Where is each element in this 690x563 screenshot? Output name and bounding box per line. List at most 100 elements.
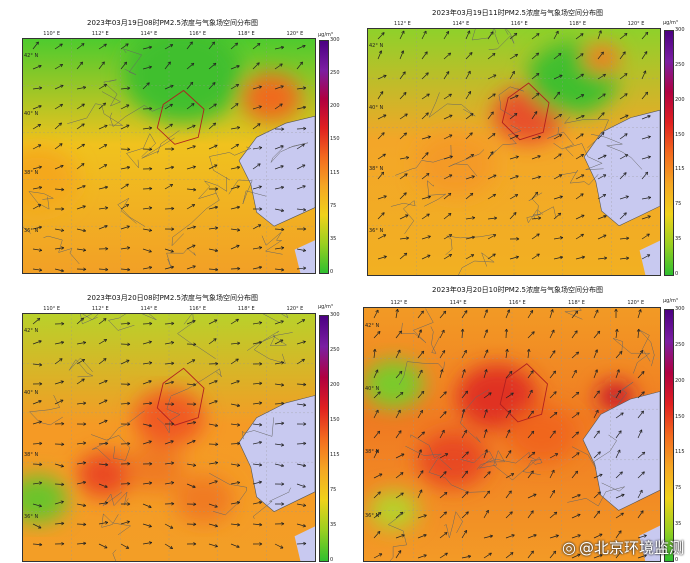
concentration-field xyxy=(368,29,660,275)
longitude-label: 114° E xyxy=(141,31,158,37)
pm25-map xyxy=(22,38,316,274)
latitude-label: 40° N xyxy=(24,111,38,117)
concentration-field xyxy=(23,314,315,561)
longitude-label: 114° E xyxy=(141,306,158,312)
watermark: ◎@北京环境监测 xyxy=(562,537,684,558)
colorbar xyxy=(319,315,329,562)
colorbar-tick-label: 150 xyxy=(330,417,340,423)
colorbar-tick-label: 150 xyxy=(675,132,685,138)
latitude-label: 38° N xyxy=(24,170,38,176)
longitude-label: 112° E xyxy=(92,31,109,37)
pm25-map xyxy=(367,28,661,276)
concentration-patch xyxy=(241,74,301,122)
colorbar-tick-label: 0 xyxy=(330,557,333,563)
colorbar-unit: μg/m³ xyxy=(663,20,678,26)
latitude-label: 36° N xyxy=(365,513,379,519)
map-panel-2: 2023年03月19日11时PM2.5浓度与气象场空间分布图 μg/m³ 112… xyxy=(345,0,690,280)
longitude-label: 116° E xyxy=(189,31,206,37)
longitude-label: 120° E xyxy=(628,21,645,27)
watermark-text: @北京环境监测 xyxy=(579,539,684,557)
weibo-logo-icon: ◎ xyxy=(562,538,576,557)
longitude-label: 110° E xyxy=(43,31,60,37)
colorbar-tick-label: 200 xyxy=(330,103,340,109)
longitude-label: 112° E xyxy=(92,306,109,312)
colorbar-tick-label: 250 xyxy=(675,62,685,68)
colorbar-tick-label: 35 xyxy=(675,521,681,527)
panel-title: 2023年03月20日08时PM2.5浓度与气象场空间分布图 xyxy=(0,293,345,303)
colorbar-unit: μg/m³ xyxy=(318,304,333,310)
longitude-label: 112° E xyxy=(394,21,411,27)
longitude-label: 114° E xyxy=(452,21,469,27)
colorbar xyxy=(664,309,674,562)
colorbar-tick-label: 250 xyxy=(675,342,685,348)
colorbar-tick-label: 115 xyxy=(675,166,685,172)
colorbar-tick-label: 115 xyxy=(330,170,340,176)
longitude-label: 118° E xyxy=(568,300,585,306)
colorbar-tick-label: 200 xyxy=(675,378,685,384)
concentration-patch xyxy=(364,360,424,408)
colorbar xyxy=(319,40,329,274)
map-panel-3: 2023年03月20日08时PM2.5浓度与气象场空间分布图 μg/m³ 110… xyxy=(0,280,345,560)
colorbar-tick-label: 250 xyxy=(330,70,340,76)
longitude-label: 116° E xyxy=(509,300,526,306)
colorbar-tick-label: 75 xyxy=(675,201,681,207)
pm25-map xyxy=(22,313,316,562)
colorbar-tick-label: 200 xyxy=(675,97,685,103)
colorbar-tick-label: 35 xyxy=(330,236,336,242)
colorbar-tick-label: 0 xyxy=(675,271,678,277)
colorbar-tick-label: 115 xyxy=(330,452,340,458)
colorbar-tick-label: 75 xyxy=(330,203,336,209)
longitude-label: 114° E xyxy=(450,300,467,306)
colorbar-tick-label: 300 xyxy=(330,312,340,318)
panel-title: 2023年03月19日11时PM2.5浓度与气象场空间分布图 xyxy=(345,8,690,18)
panel-title: 2023年03月19日08时PM2.5浓度与气象场空间分布图 xyxy=(0,18,345,28)
colorbar-tick-label: 300 xyxy=(330,37,340,43)
concentration-patch xyxy=(416,132,496,196)
latitude-label: 42° N xyxy=(24,53,38,59)
latitude-label: 38° N xyxy=(365,449,379,455)
colorbar-tick-label: 300 xyxy=(675,306,685,312)
latitude-label: 36° N xyxy=(369,228,383,234)
longitude-label: 118° E xyxy=(238,306,255,312)
longitude-label: 120° E xyxy=(627,300,644,306)
concentration-patch xyxy=(77,452,133,497)
panel-title: 2023年03月20日10时PM2.5浓度与气象场空间分布图 xyxy=(345,285,690,295)
colorbar-tick-label: 35 xyxy=(675,236,681,242)
longitude-label: 118° E xyxy=(238,31,255,37)
concentration-patch xyxy=(124,443,184,491)
colorbar-tick-label: 150 xyxy=(675,414,685,420)
colorbar-tick-label: 0 xyxy=(330,269,333,275)
colorbar-tick-label: 250 xyxy=(330,347,340,353)
latitude-label: 40° N xyxy=(365,386,379,392)
pm25-map xyxy=(363,307,661,562)
colorbar-tick-label: 200 xyxy=(330,382,340,388)
concentration-field xyxy=(23,39,315,273)
latitude-label: 38° N xyxy=(24,452,38,458)
colorbar-tick-label: 75 xyxy=(675,485,681,491)
colorbar-tick-label: 300 xyxy=(675,27,685,33)
longitude-label: 118° E xyxy=(569,21,586,27)
longitude-label: 112° E xyxy=(391,300,408,306)
colorbar-tick-label: 75 xyxy=(330,487,336,493)
longitude-label: 110° E xyxy=(43,306,60,312)
latitude-label: 42° N xyxy=(365,323,379,329)
longitude-label: 116° E xyxy=(189,306,206,312)
colorbar-tick-label: 150 xyxy=(330,136,340,142)
latitude-label: 42° N xyxy=(369,43,383,49)
colorbar-unit: μg/m³ xyxy=(663,298,678,304)
colorbar xyxy=(664,30,674,276)
latitude-label: 36° N xyxy=(24,514,38,520)
concentration-field xyxy=(364,308,660,561)
latitude-label: 38° N xyxy=(369,166,383,172)
colorbar-tick-label: 35 xyxy=(330,522,336,528)
longitude-label: 120° E xyxy=(287,306,304,312)
longitude-label: 120° E xyxy=(287,31,304,37)
latitude-label: 42° N xyxy=(24,328,38,334)
concentration-patch xyxy=(507,407,577,463)
colorbar-tick-label: 115 xyxy=(675,449,685,455)
concentration-patch xyxy=(584,44,620,73)
latitude-label: 36° N xyxy=(24,228,38,234)
map-panel-4: 2023年03月20日10时PM2.5浓度与气象场空间分布图 μg/m³ 112… xyxy=(345,280,690,560)
concentration-patch xyxy=(174,475,234,523)
latitude-label: 40° N xyxy=(24,390,38,396)
